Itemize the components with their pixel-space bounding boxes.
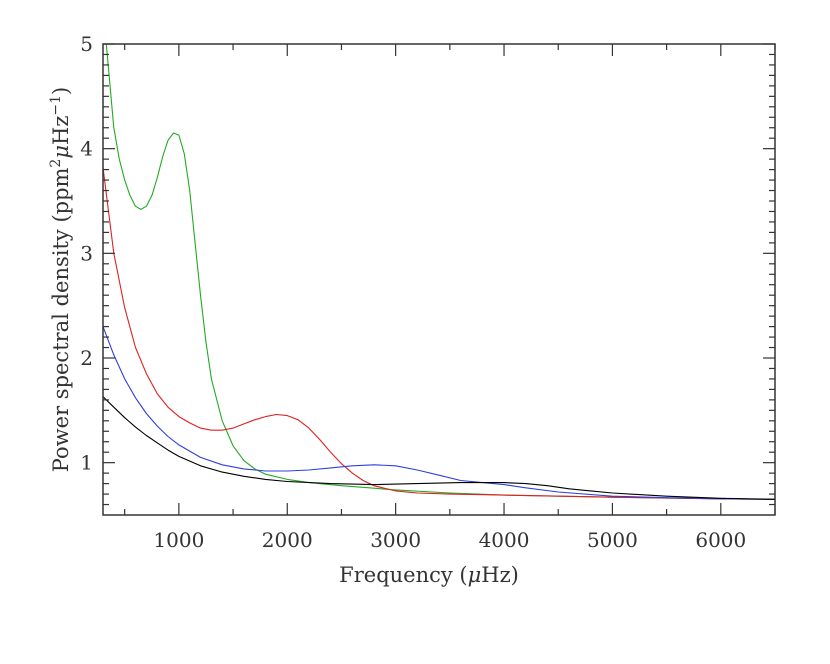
y-tick-label: 3 <box>80 241 93 265</box>
y-tick-label: 5 <box>80 32 93 56</box>
series-line-2 <box>103 167 775 500</box>
x-tick-label: 3000 <box>370 528 421 552</box>
x-tick-label: 5000 <box>587 528 638 552</box>
plot-frame <box>102 43 776 516</box>
y-tick-labels: 1 2 3 4 5 <box>80 32 93 475</box>
series-curves <box>103 44 775 500</box>
axis-ticks <box>103 43 776 515</box>
x-axis-title: Frequency (μHz) <box>339 563 519 587</box>
x-tick-label: 2000 <box>262 528 313 552</box>
x-tick-label: 4000 <box>479 528 530 552</box>
y-tick-label: 2 <box>80 346 93 370</box>
series-line-3 <box>103 326 775 500</box>
y-tick-label: 1 <box>80 451 93 475</box>
y-tick-label: 4 <box>80 137 93 161</box>
x-tick-label: 1000 <box>153 528 204 552</box>
series-line-4 <box>103 396 775 500</box>
series-line-1 <box>105 44 775 500</box>
x-tick-label: 6000 <box>695 528 746 552</box>
x-tick-labels: 1000 2000 3000 4000 5000 6000 <box>153 528 746 552</box>
y-axis-title: Power spectral density (ppm2μHz−1) <box>48 87 73 473</box>
